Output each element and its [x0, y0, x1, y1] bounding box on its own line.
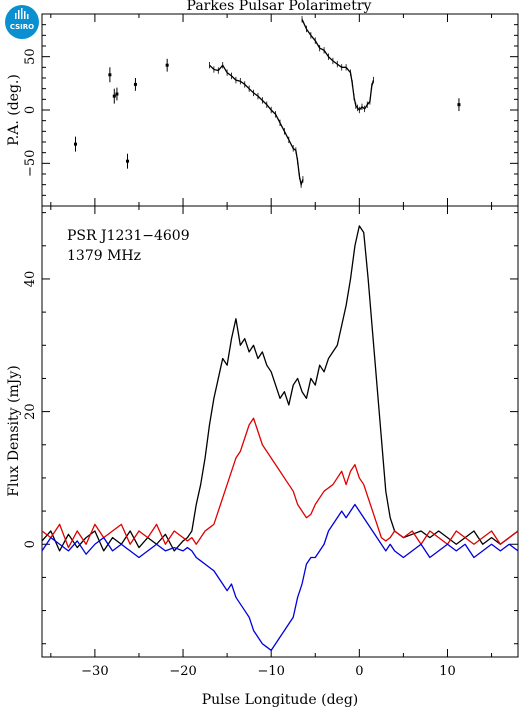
- pa-point: [73, 142, 77, 146]
- flux-ytick-label: 0: [23, 540, 38, 548]
- pa-ytick-label: 50: [23, 48, 38, 65]
- csiro-logo-text: CSIRO: [10, 23, 34, 31]
- pa-point: [165, 63, 169, 67]
- flux-xtick-label: 10: [439, 664, 456, 679]
- pa-panel-frame: [41, 13, 519, 207]
- pa-ytick-label: −50: [23, 150, 38, 177]
- psr-name-label: PSR J1231−4609: [67, 228, 190, 244]
- flux-panel-frame: [41, 205, 519, 658]
- pa-track-2: [301, 19, 375, 112]
- pa-data-points: [73, 16, 461, 188]
- flux-axis-ticks: 0 20 40 −30 −20 −10 0 10: [23, 206, 518, 679]
- pa-point: [112, 94, 116, 98]
- flux-ylabel: Flux Density (mJy): [6, 365, 22, 496]
- pa-axis-ticks: −50 0 50: [23, 14, 518, 206]
- pa-track-1: [209, 64, 304, 188]
- csiro-logo-bars-icon: [15, 8, 29, 19]
- total-intensity-line: [41, 225, 519, 552]
- flux-series-group: [41, 225, 519, 652]
- pa-ylabel: P.A. (deg.): [6, 74, 22, 146]
- flux-xtick-label: −10: [257, 664, 284, 679]
- pa-point: [133, 82, 137, 86]
- pa-ytick-label: 0: [23, 106, 38, 114]
- flux-xtick-label: −20: [169, 664, 196, 679]
- flux-xtick-label: 0: [355, 664, 363, 679]
- frequency-label: 1379 MHz: [67, 248, 141, 264]
- flux-ytick-label: 40: [23, 271, 38, 288]
- flux-ytick-label: 20: [23, 403, 38, 420]
- pa-point: [108, 73, 112, 77]
- linear-polarization-line: [41, 417, 519, 549]
- flux-xtick-label: −30: [81, 664, 108, 679]
- pa-point: [126, 159, 130, 163]
- flux-xlabel: Pulse Longitude (deg): [202, 692, 359, 708]
- pa-point: [115, 92, 119, 96]
- circular-polarization-line: [41, 503, 519, 652]
- csiro-logo: CSIRO: [5, 5, 39, 39]
- chart-title: Parkes Pulsar Polarimetry: [187, 0, 372, 14]
- pa-point: [457, 103, 461, 107]
